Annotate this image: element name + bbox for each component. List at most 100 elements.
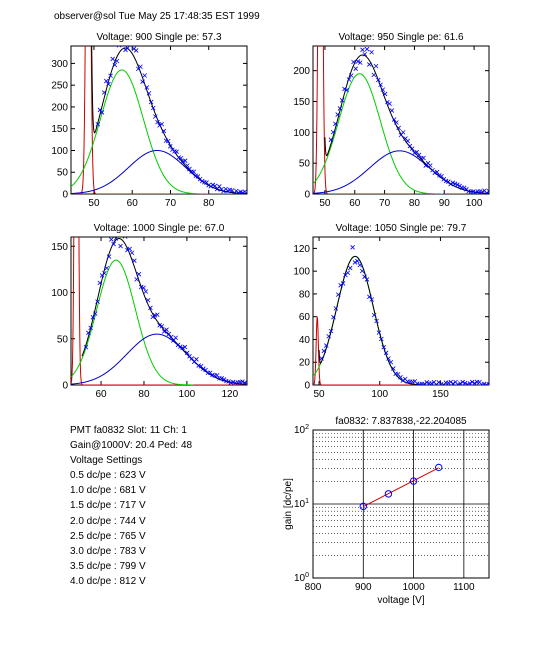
- data-point: [104, 78, 109, 84]
- data-point: [486, 189, 489, 194]
- data-point: [330, 129, 336, 135]
- data-point: [150, 105, 156, 111]
- data-point: [371, 72, 377, 78]
- pedestal-fit-curve: [71, 237, 247, 385]
- x-tick-label: 60: [127, 198, 139, 209]
- panel-title: Voltage: 900 Single pe: 57.3: [96, 32, 222, 43]
- x-tick-label: 800: [305, 582, 322, 593]
- y-tick-label: 50: [57, 334, 69, 345]
- data-point: [221, 377, 227, 382]
- pmt-info-heading: Voltage Settings: [70, 455, 143, 467]
- gain-data-point: [435, 463, 443, 472]
- axes-box: [70, 45, 248, 195]
- pmt-info-gain: Gain@1000V: 20.4 Ped: 48: [70, 440, 193, 452]
- data-point: [182, 158, 188, 163]
- voltage-setting: 1.0 dc/pe : 681 V: [70, 485, 146, 497]
- histogram-panel-1: Voltage: 900 Single pe: 57.3 50 60 70 80 0 50 1…: [51, 32, 248, 209]
- plot-area: [313, 245, 489, 385]
- plot-area: [313, 46, 489, 194]
- data-point: [125, 247, 130, 253]
- data-point: [386, 356, 391, 361]
- data-point: [448, 379, 453, 385]
- data-point: [374, 318, 379, 324]
- data-point: [113, 237, 119, 241]
- x-tick-label: 100: [466, 198, 483, 209]
- y-tick-label: 200: [51, 102, 68, 113]
- data-point: [240, 379, 245, 384]
- data-point: [364, 277, 370, 282]
- data-point: [391, 366, 396, 371]
- data-point: [323, 343, 329, 348]
- voltage-setting: 1.5 dc/pe : 717 V: [70, 500, 146, 512]
- data-point: [469, 379, 475, 385]
- total-fit-curve: [91, 46, 247, 194]
- data-point: [146, 91, 152, 96]
- data-point: [458, 381, 463, 385]
- y-tick-label: 50: [299, 159, 311, 170]
- data-point: [132, 258, 137, 263]
- data-point: [175, 342, 181, 348]
- data-point: [389, 108, 395, 113]
- data-point: [321, 348, 327, 354]
- y-tick-label: 0: [304, 190, 310, 201]
- data-point: [201, 366, 206, 371]
- data-point: [161, 329, 167, 334]
- data-point: [472, 381, 477, 385]
- voltage-setting: 2.0 dc/pe : 744 V: [70, 515, 146, 527]
- data-point: [359, 268, 365, 274]
- pmt-info-slot: PMT fa0832 Slot: 11 Ch: 1: [70, 425, 187, 436]
- gain-data-point: [359, 502, 367, 511]
- axes-box: [70, 236, 248, 386]
- data-point: [92, 311, 98, 316]
- x-tick-label: 150: [432, 389, 449, 400]
- data-point: [133, 48, 139, 53]
- x-tick-label: 50: [88, 198, 100, 209]
- data-point: [465, 381, 470, 385]
- total-fit-curve: [81, 238, 247, 385]
- data-point: [118, 243, 123, 249]
- gain-fit-line: [363, 467, 439, 508]
- data-point: [166, 331, 172, 337]
- voltage-setting: 0.5 dc/pe : 623 V: [70, 470, 146, 482]
- data-point: [385, 99, 390, 105]
- data-point: [438, 382, 444, 385]
- data-point: [141, 285, 146, 291]
- data-point: [114, 58, 120, 64]
- data-point: [422, 381, 427, 385]
- data-point: [125, 46, 130, 51]
- total-fit-curve: [324, 54, 489, 194]
- data-point: [421, 155, 426, 161]
- data-point: [106, 254, 112, 259]
- data-point: [99, 110, 105, 115]
- data-point: [339, 97, 345, 103]
- data-point: [203, 367, 208, 373]
- y-tick-label: 100: [293, 267, 310, 278]
- plot-area: [71, 46, 247, 194]
- x-tick-label: 70: [379, 198, 391, 209]
- x-tick-label: 50: [314, 389, 326, 400]
- data-point: [104, 265, 110, 271]
- pedestal-fit-curve: [313, 316, 489, 385]
- data-point: [378, 82, 383, 88]
- data-point: [400, 130, 406, 135]
- data-point: [164, 327, 169, 332]
- single-pe-fit-curve: [313, 255, 428, 385]
- data-point: [331, 314, 336, 320]
- data-point: [409, 146, 415, 151]
- data-point: [388, 359, 394, 365]
- data-point: [462, 380, 468, 385]
- data-point: [335, 292, 341, 297]
- y-tick-label: 200: [293, 66, 310, 77]
- data-point: [379, 336, 384, 342]
- data-point: [134, 277, 139, 282]
- data-point: [429, 381, 434, 385]
- data-point: [371, 312, 377, 318]
- data-point: [382, 91, 388, 97]
- x-tick-label: 1100: [453, 582, 475, 593]
- data-point: [479, 189, 485, 194]
- data-point: [102, 270, 107, 276]
- data-point: [178, 155, 184, 161]
- x-axis-label: voltage [V]: [377, 595, 424, 606]
- data-point: [242, 380, 247, 385]
- y-tick-label: 20: [299, 358, 311, 369]
